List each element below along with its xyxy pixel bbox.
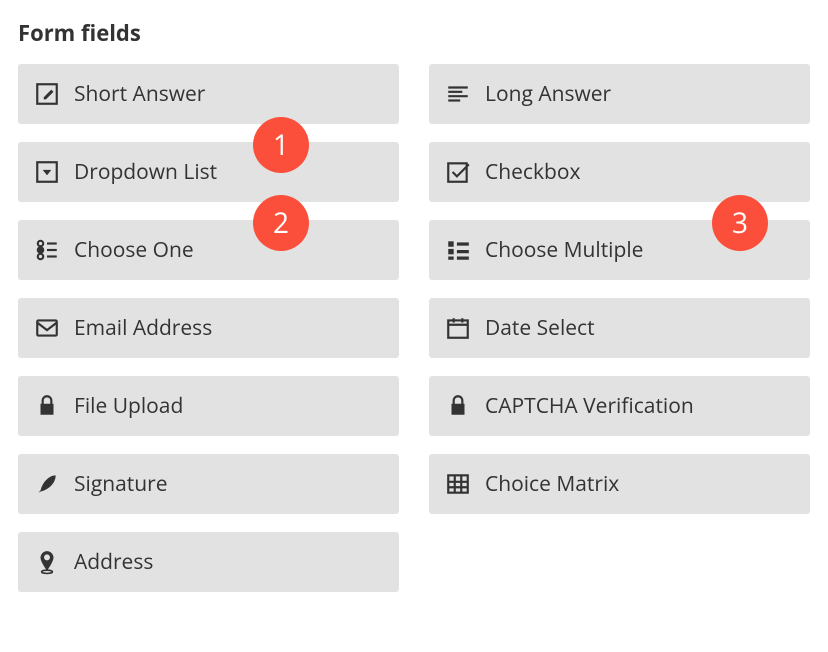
- field-label: Address: [74, 548, 383, 576]
- field-label: File Upload: [74, 392, 383, 420]
- annotation-badge-3: 3: [712, 195, 768, 251]
- annotation-badge-2: 2: [253, 195, 309, 251]
- field-label: Choose One: [74, 236, 383, 264]
- feather-icon: [34, 471, 60, 497]
- field-label: Choice Matrix: [485, 470, 794, 498]
- field-label: Signature: [74, 470, 383, 498]
- field-date-select[interactable]: Date Select: [429, 298, 810, 358]
- checkbox-icon: [445, 159, 471, 185]
- dropdown-icon: [34, 159, 60, 185]
- envelope-icon: [34, 315, 60, 341]
- field-dropdown-list[interactable]: Dropdown List: [18, 142, 399, 202]
- field-label: CAPTCHA Verification: [485, 392, 794, 420]
- field-address[interactable]: Address: [18, 532, 399, 592]
- field-label: Short Answer: [74, 80, 383, 108]
- field-email-address[interactable]: Email Address: [18, 298, 399, 358]
- field-captcha[interactable]: CAPTCHA Verification: [429, 376, 810, 436]
- radio-list-icon: [34, 237, 60, 263]
- lock-icon: [34, 393, 60, 419]
- check-list-icon: [445, 237, 471, 263]
- lock-icon: [445, 393, 471, 419]
- field-signature[interactable]: Signature: [18, 454, 399, 514]
- edit-square-icon: [34, 81, 60, 107]
- field-label: Date Select: [485, 314, 794, 342]
- field-choice-matrix[interactable]: Choice Matrix: [429, 454, 810, 514]
- field-label: Checkbox: [485, 158, 794, 186]
- map-pin-icon: [34, 549, 60, 575]
- annotation-badge-1: 1: [253, 117, 309, 173]
- field-label: Dropdown List: [74, 158, 383, 186]
- align-left-icon: [445, 81, 471, 107]
- field-label: Long Answer: [485, 80, 794, 108]
- field-label: Email Address: [74, 314, 383, 342]
- form-fields-grid: Short Answer Long Answer Dropdown List C…: [18, 64, 810, 592]
- field-file-upload[interactable]: File Upload: [18, 376, 399, 436]
- field-short-answer[interactable]: Short Answer: [18, 64, 399, 124]
- calendar-icon: [445, 315, 471, 341]
- field-checkbox[interactable]: Checkbox: [429, 142, 810, 202]
- field-choose-one[interactable]: Choose One: [18, 220, 399, 280]
- section-heading: Form fields: [18, 18, 810, 48]
- field-long-answer[interactable]: Long Answer: [429, 64, 810, 124]
- grid-icon: [445, 471, 471, 497]
